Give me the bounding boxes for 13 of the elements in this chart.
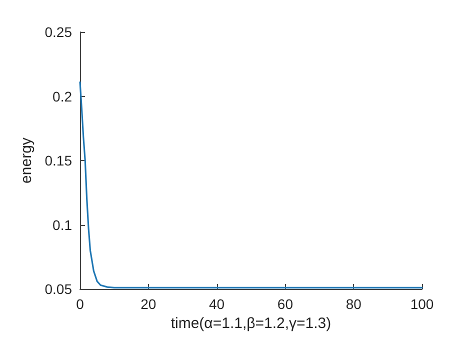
y-tick-label: 0.1 bbox=[52, 216, 72, 233]
x-tick-label: 20 bbox=[140, 296, 156, 312]
x-tick-label: 40 bbox=[209, 296, 225, 312]
x-axis-title: time(α=1.1,β=1.2,γ=1.3) bbox=[170, 314, 332, 332]
x-tick-label: 0 bbox=[76, 296, 84, 312]
y-axis-title: energy bbox=[18, 137, 35, 184]
x-tick-label: 100 bbox=[410, 296, 434, 312]
x-tick-label: 60 bbox=[277, 296, 294, 312]
y-tick-label: 0.2 bbox=[52, 88, 72, 104]
x-tick-label: 80 bbox=[346, 296, 362, 312]
y-tick-label: 0.05 bbox=[44, 281, 72, 297]
y-tick-label: 0.15 bbox=[44, 152, 72, 168]
y-tick-label: 0.25 bbox=[44, 24, 72, 40]
